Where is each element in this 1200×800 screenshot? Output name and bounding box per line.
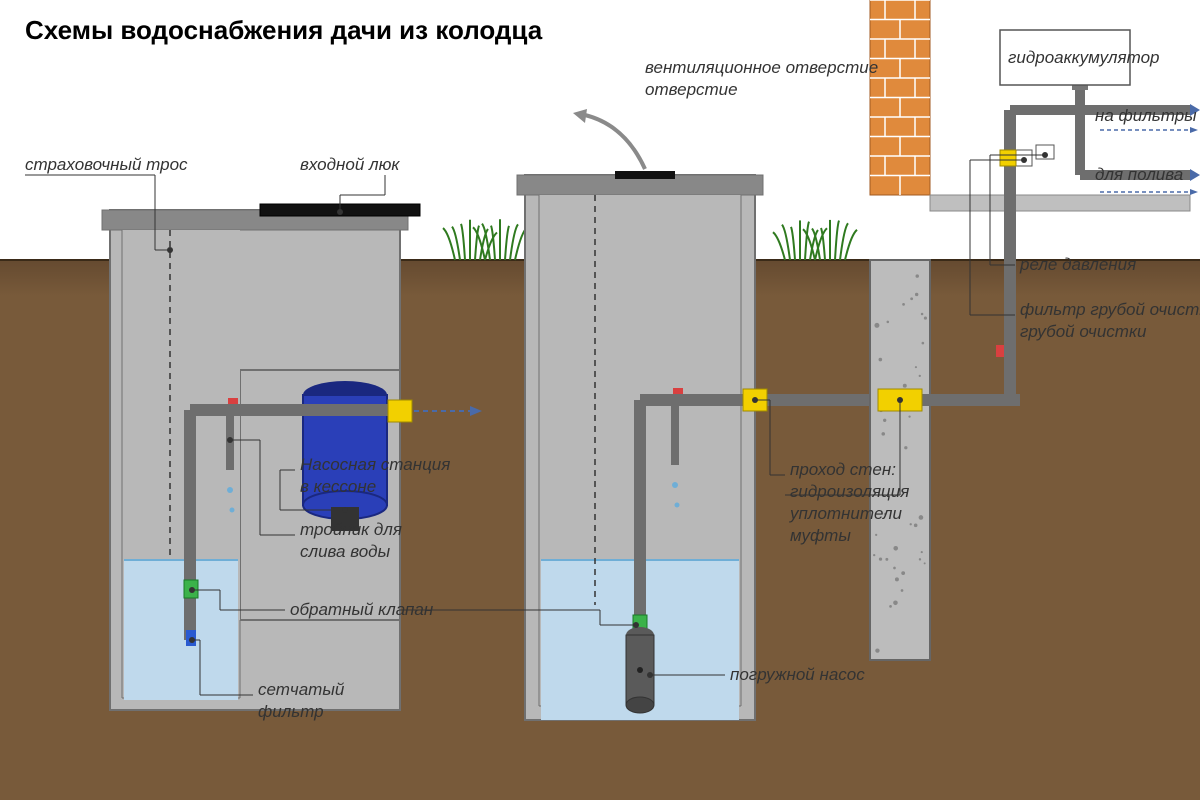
vent_1-label: вентиляционное отверстие bbox=[645, 58, 878, 78]
vent-label-2: отверстие bbox=[645, 80, 738, 100]
check_valve-label: обратный клапан bbox=[290, 600, 433, 620]
wall_pass_2-label: гидроизоляция bbox=[790, 482, 909, 502]
wall_pass_3-label: уплотнители bbox=[790, 504, 902, 524]
pump_station_2-label: в кессоне bbox=[300, 477, 376, 497]
for_watering-label: для полива bbox=[1095, 165, 1183, 185]
to_filters-label: на фильтры bbox=[1095, 106, 1197, 126]
accumulator-label: гидроаккумулятор bbox=[1008, 48, 1159, 68]
safety_rope-label: страховочный трос bbox=[25, 155, 188, 175]
mesh_filter_2-label: фильтр bbox=[258, 702, 324, 722]
wall_pass_1-label: проход стен: bbox=[790, 460, 896, 480]
mesh_filter_1-label: сетчатый bbox=[258, 680, 344, 700]
coarse_filter_1-label: фильтр грубой очистки bbox=[1020, 300, 1200, 320]
tee_2-label: слива воды bbox=[300, 542, 390, 562]
pressure_relay-label: реле давления bbox=[1020, 255, 1136, 275]
submersible-label: погружной насос bbox=[730, 665, 865, 685]
title-label: Схемы водоснабжения дачи из колодца bbox=[25, 15, 542, 46]
tee_1-label: тройник для bbox=[300, 520, 402, 540]
hatch-label: входной люк bbox=[300, 155, 399, 175]
pump_station_1-label: Насосная станция bbox=[300, 455, 450, 475]
coarse_filter_2-label: грубой очистки bbox=[1020, 322, 1146, 342]
wall_pass_4-label: муфты bbox=[790, 526, 851, 546]
